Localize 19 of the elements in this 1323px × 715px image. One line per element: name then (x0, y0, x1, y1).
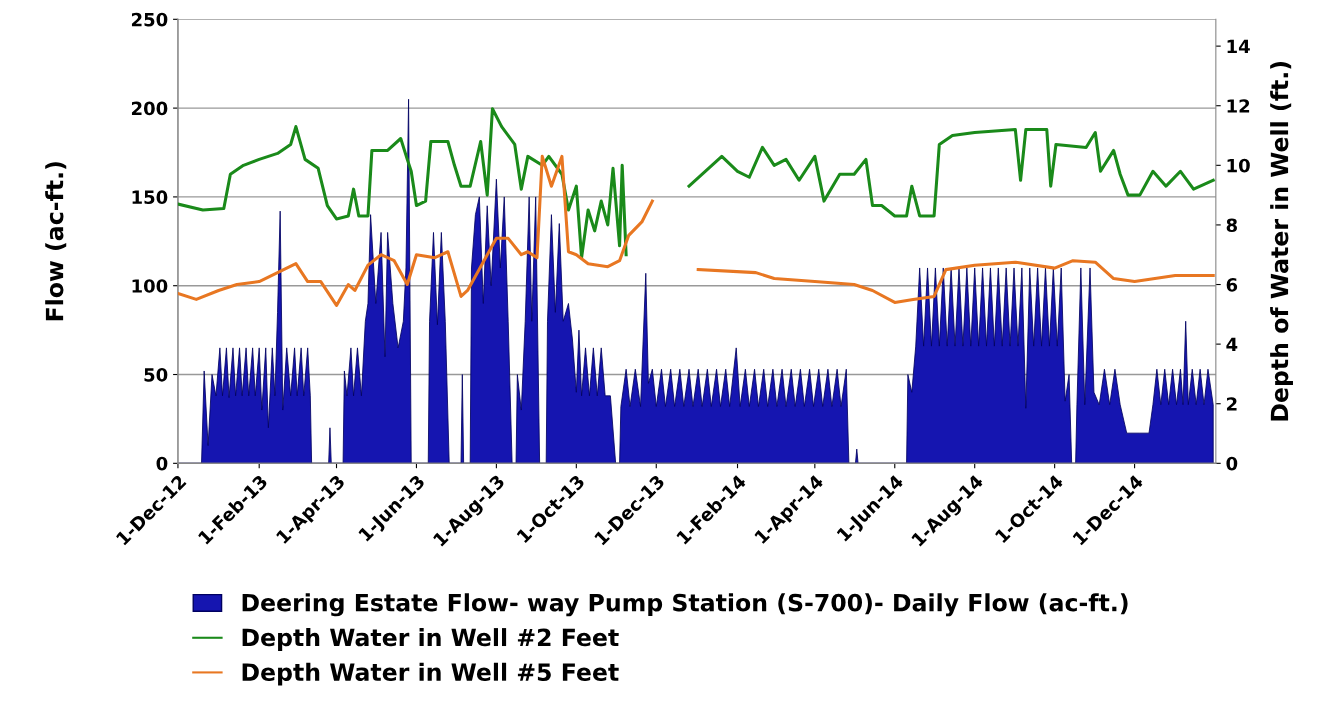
legend-label: Depth Water in Well #5 Feet (242, 662, 619, 686)
y-tick-label: 250 (131, 12, 168, 27)
y2-tick-label: 12 (1227, 99, 1250, 113)
legend-label: Deering Estate Flow- way Pump Station (S-700)- Daily Flow (ac-ft.) (242, 593, 1128, 617)
y2-tick-label: 2 (1226, 397, 1237, 411)
y2-tick-label: 10 (1227, 158, 1250, 173)
legend-label: Depth Water in Well #2 Feet (242, 628, 619, 651)
y2-tick-label: 0 (1226, 456, 1238, 471)
y2-tick-label: 6 (1226, 278, 1238, 292)
y2-axis-title: Depth of Water in Well (ft.) (1270, 62, 1293, 421)
y2-tick-label: 4 (1226, 337, 1238, 351)
y-tick-label: 100 (132, 279, 168, 293)
y-tick-label: 150 (132, 190, 168, 205)
y2-tick-label: 8 (1226, 218, 1237, 233)
y-tick-label: 50 (144, 367, 168, 382)
y2-tick-label: 14 (1227, 39, 1250, 53)
y-tick-label: 0 (156, 456, 168, 471)
y-tick-label: 200 (131, 101, 168, 116)
y-axis-title: Flow (ac-ft.) (45, 162, 67, 321)
